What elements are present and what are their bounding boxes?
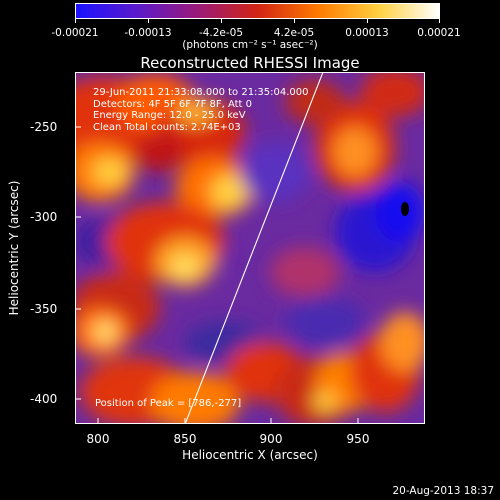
colorbar-tick-label: 0.00013 (345, 27, 389, 39)
colorbar-tick-label: 0.00021 (417, 27, 461, 39)
colorbar-tick (221, 19, 222, 23)
y-tick-label: -350 (30, 302, 58, 316)
emission-regions (75, 72, 425, 424)
plot-frame (75, 72, 425, 424)
x-tick-label: 900 (259, 432, 283, 446)
x-tick-label: 800 (86, 432, 110, 446)
colorbar-tick-label: -0.00013 (124, 27, 172, 39)
peak-position: Position of Peak = [786,-277] (95, 398, 242, 409)
clean-total-counts: Clean Total counts: 2.74E+03 (93, 121, 241, 133)
colorbar-tick (367, 19, 368, 23)
colorbar-tick-label: -0.00021 (51, 27, 99, 39)
x-tick-label: 850 (173, 432, 197, 446)
y-tick-label: -250 (30, 120, 58, 134)
energy-range: Energy Range: 12.0 - 25.0 keV (93, 110, 246, 121)
colorbar-tick (439, 19, 440, 23)
detectors: Detectors: 4F 5F 6F 7F 8F, Att 0 (93, 98, 253, 110)
image-title: Reconstructed RHESSI Image (140, 54, 360, 72)
footer-date: 20-Aug-2013 18:37 (392, 485, 494, 497)
colorbar-tick-label: -4.2e-05 (198, 27, 244, 39)
y-tick-label: -400 (30, 392, 58, 406)
colorbar-tick (148, 19, 149, 23)
x-tick-label: 950 (346, 432, 370, 446)
colorbar-units: (photons cm⁻² s⁻¹ asec⁻²) (182, 39, 318, 51)
dark-spot (401, 202, 409, 216)
solar-limb-line (184, 72, 324, 424)
time-range: 29-Jun-2011 21:33:08.000 to 21:35:04.000 (93, 87, 309, 98)
colorbar (75, 3, 440, 19)
colorbar-tick (75, 19, 76, 23)
x-axis-label: Heliocentric X (arcsec) (182, 448, 318, 462)
colorbar-tick-label: 4.2e-05 (273, 27, 315, 39)
y-tick-label: -300 (30, 210, 58, 224)
colorbar-tick (294, 19, 295, 23)
y-axis-label: Heliocentric Y (arcsec) (7, 180, 21, 316)
image-canvas (75, 72, 425, 424)
rhessi-image (75, 72, 425, 424)
